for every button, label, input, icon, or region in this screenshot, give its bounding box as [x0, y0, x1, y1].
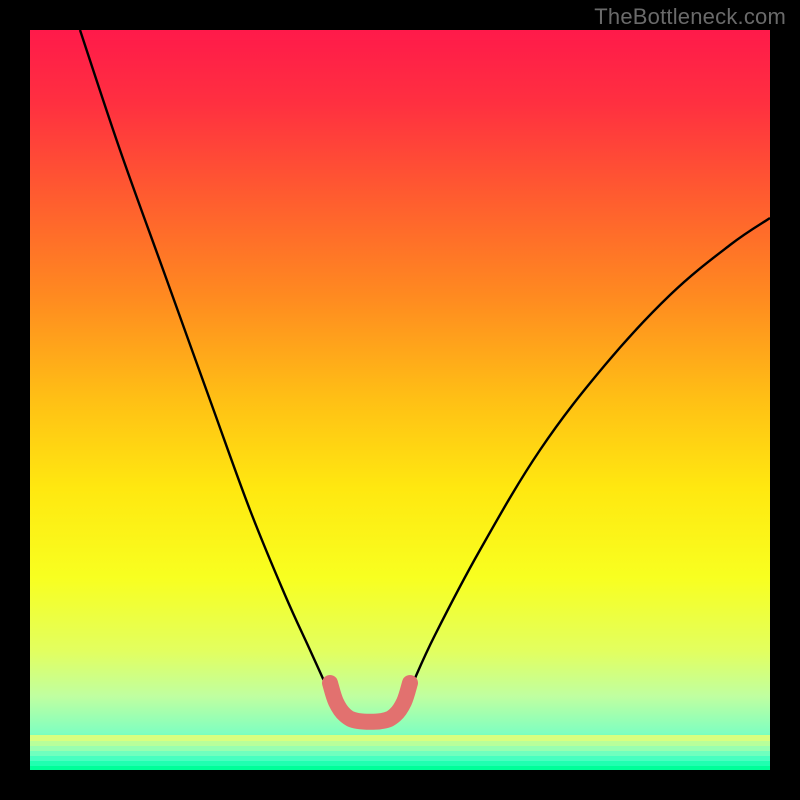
spectrum-band — [30, 761, 770, 766]
gradient-background — [30, 30, 770, 770]
spectrum-band — [30, 735, 770, 741]
spectrum-band — [30, 756, 770, 761]
spectrum-band — [30, 741, 770, 746]
spectrum-band — [30, 751, 770, 756]
watermark-text: TheBottleneck.com — [594, 4, 786, 30]
plot-area — [30, 30, 770, 770]
chart-canvas: TheBottleneck.com — [0, 0, 800, 800]
bottleneck-chart — [30, 30, 770, 770]
spectrum-band — [30, 746, 770, 751]
spectrum-band — [30, 766, 770, 770]
